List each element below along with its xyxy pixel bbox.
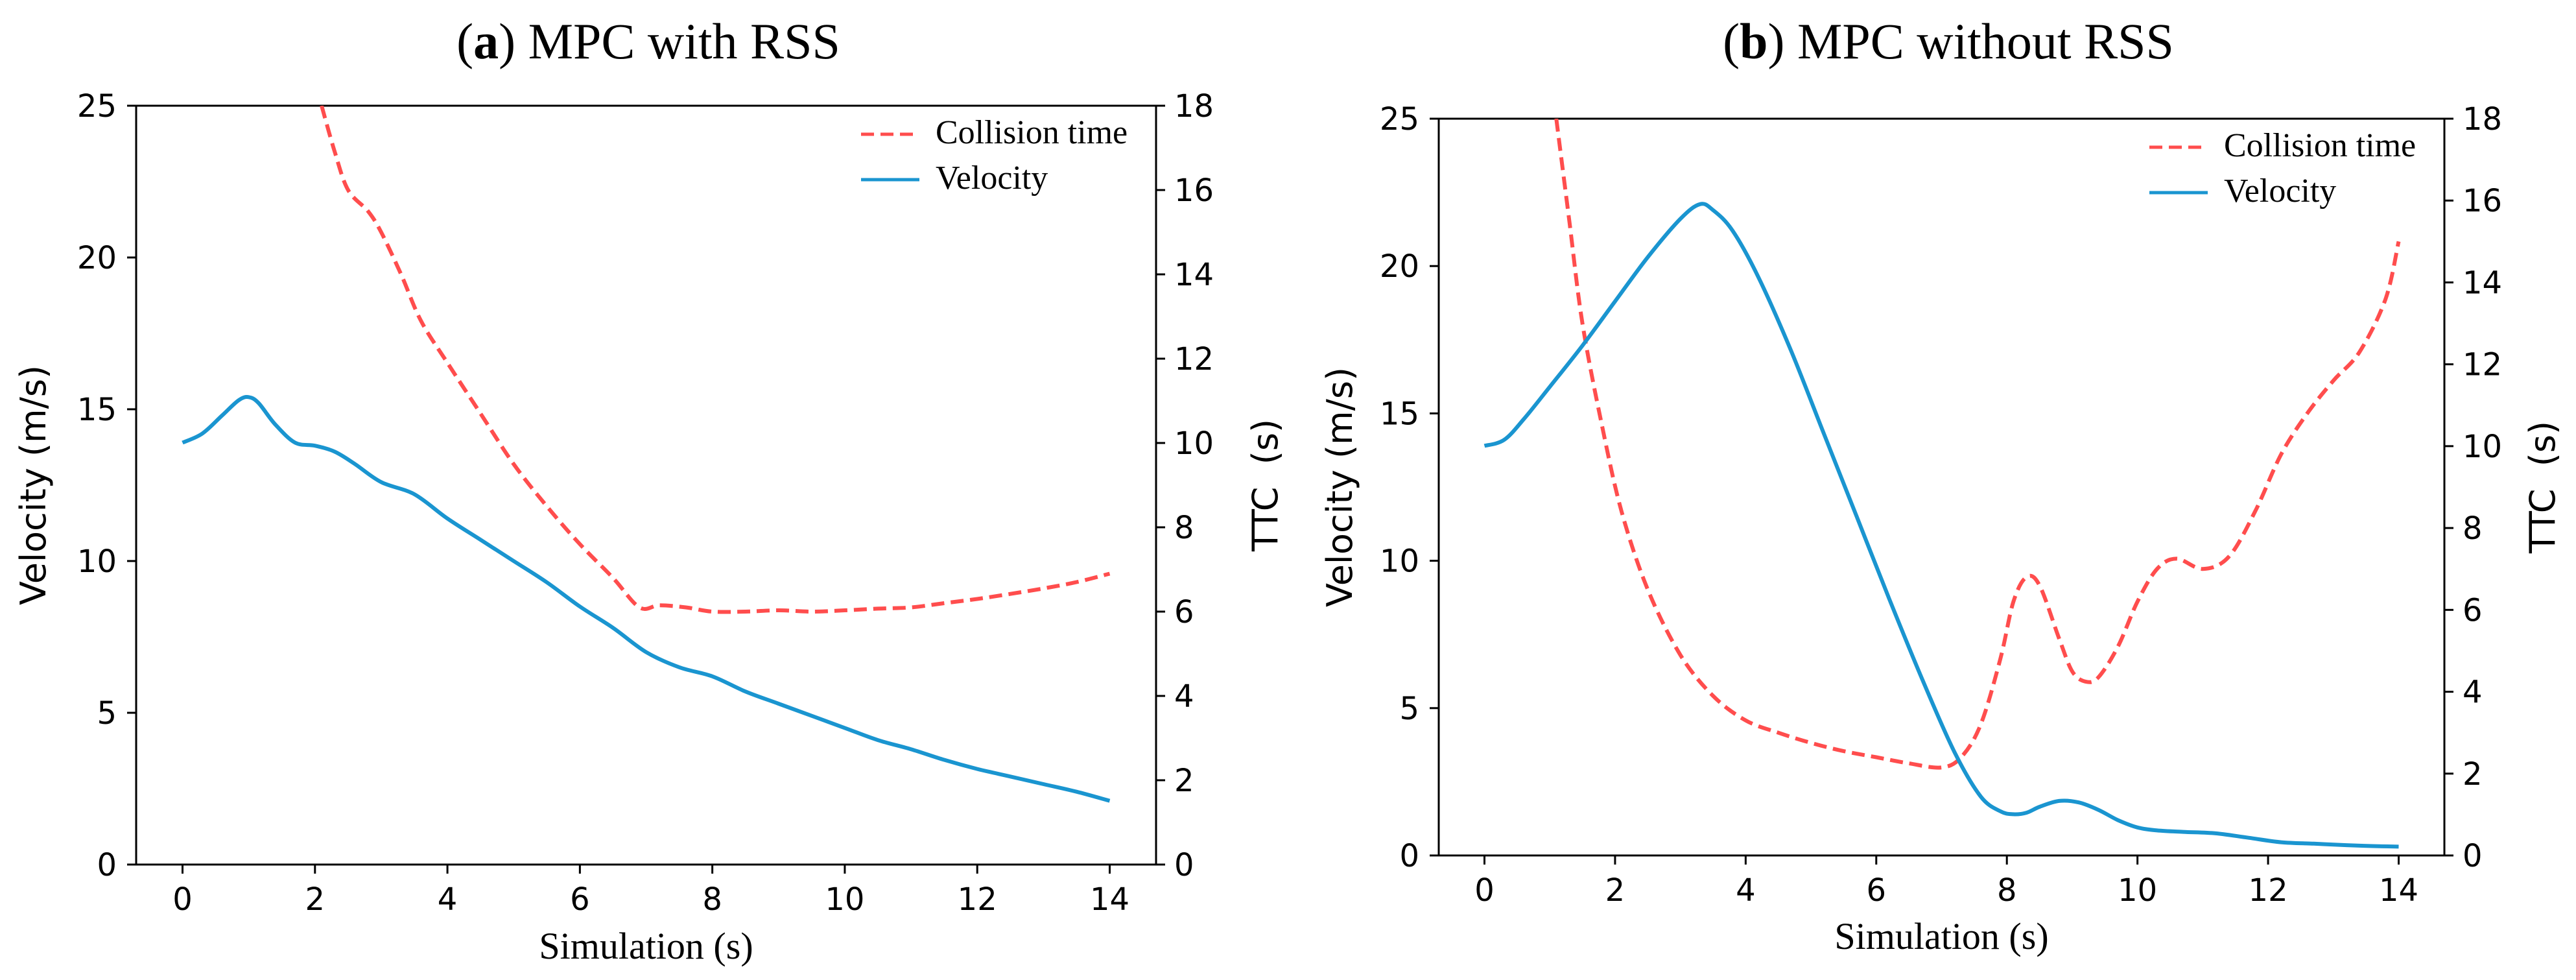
legend-entry: Velocity	[2224, 173, 2336, 209]
y-right-tick-label: 2	[2463, 756, 2483, 793]
plot-frame	[1437, 117, 2446, 857]
x-tick-label: 4	[1736, 872, 1756, 909]
y-left-tick-label: 10	[77, 544, 117, 580]
x-axis-label: Simulation (s)	[1834, 915, 2048, 957]
y-left-tick-label: 0	[1399, 838, 1419, 874]
y-left-tick-label: 15	[77, 392, 117, 428]
plot-frame	[135, 104, 1157, 866]
chart-panel-a: (a) MPC with RSS 0 2 4 6 8 10 12 14 0 5 10 15 20 25 0 2 4…	[13, 13, 1286, 967]
y-left-tick-label: 15	[1380, 396, 1419, 432]
y-right-tick-label: 0	[2463, 838, 2483, 874]
series-line-collision-time	[1554, 119, 2401, 770]
y-right-tick-label: 18	[2463, 101, 2502, 137]
legend-entry: Velocity	[936, 160, 1048, 197]
panel-title-text: ) MPC without RSS	[1768, 13, 2174, 69]
panel-letter: b	[1740, 13, 1767, 69]
y-left-tick-label: 25	[1380, 101, 1419, 137]
x-tick-label: 8	[1997, 872, 2017, 909]
panel-title: (a) MPC with RSS	[456, 13, 840, 69]
panel-title-paren-open: (	[1723, 13, 1740, 69]
legend-entry: Collision time	[936, 114, 1128, 151]
y-left-axis-label: Velocity (m/s)	[1319, 367, 1360, 607]
panel-letter: a	[473, 13, 499, 69]
y-right-tick-label: 10	[1174, 425, 1214, 462]
x-tick-label: 2	[305, 881, 325, 918]
y-right-tick-label: 4	[2463, 675, 2483, 711]
y-right-tick-label: 8	[1174, 510, 1194, 546]
panel-title-paren-open: (	[456, 13, 473, 69]
y-left-tick-label: 5	[97, 695, 117, 732]
y-right-tick-label: 6	[1174, 594, 1194, 630]
y-left-tick-label: 5	[1399, 691, 1419, 727]
y-right-tick-label: 14	[2463, 265, 2502, 301]
y-left-tick-label: 0	[97, 847, 117, 883]
x-tick-label: 14	[2379, 872, 2418, 909]
y-left-axis-label: Velocity (m/s)	[13, 365, 54, 605]
x-tick-label: 6	[570, 881, 590, 918]
x-tick-label: 12	[2249, 872, 2288, 909]
y-left-tick-label: 20	[77, 240, 117, 276]
series-line-velocity	[1483, 202, 2399, 849]
x-tick-label: 10	[825, 881, 864, 918]
x-tick-label: 14	[1090, 881, 1129, 918]
y-right-tick-label: 16	[1174, 173, 1214, 209]
x-tick-label: 12	[958, 881, 997, 918]
x-tick-label: 10	[2118, 872, 2157, 909]
y-left-tick-label: 20	[1380, 248, 1419, 285]
series-line-velocity	[182, 395, 1111, 803]
y-left-tick-label: 10	[1380, 544, 1419, 580]
x-tick-label: 4	[438, 881, 458, 918]
x-tick-label: 0	[172, 881, 193, 918]
y-right-tick-label: 6	[2463, 592, 2483, 628]
y-right-tick-label: 14	[1174, 257, 1214, 293]
y-right-tick-label: 12	[2463, 347, 2502, 383]
y-right-tick-label: 18	[1174, 88, 1214, 125]
x-tick-label: 0	[1474, 872, 1495, 909]
plot-area	[1483, 119, 2401, 849]
x-tick-label: 8	[702, 881, 722, 918]
y-right-axis-label: TTC (s)	[2522, 421, 2563, 554]
y-right-axis-label: TTC (s)	[1245, 419, 1286, 552]
panel-title: (b) MPC without RSS	[1723, 13, 2174, 69]
y-left-tick-label: 25	[77, 88, 117, 125]
x-axis-label: Simulation (s)	[539, 925, 753, 967]
series-line-collision-time	[320, 106, 1111, 614]
y-right-tick-label: 4	[1174, 678, 1194, 715]
panel-title-text: ) MPC with RSS	[499, 13, 840, 69]
x-tick-label: 6	[1867, 872, 1887, 909]
x-tick-label: 2	[1605, 872, 1625, 909]
y-right-tick-label: 0	[1174, 847, 1194, 883]
y-right-tick-label: 2	[1174, 763, 1194, 799]
y-right-tick-label: 8	[2463, 510, 2483, 547]
legend-entry: Collision time	[2224, 127, 2416, 164]
y-right-tick-label: 16	[2463, 183, 2502, 219]
plot-area	[182, 106, 1111, 803]
y-right-tick-label: 10	[2463, 429, 2502, 465]
y-right-tick-label: 12	[1174, 341, 1214, 377]
